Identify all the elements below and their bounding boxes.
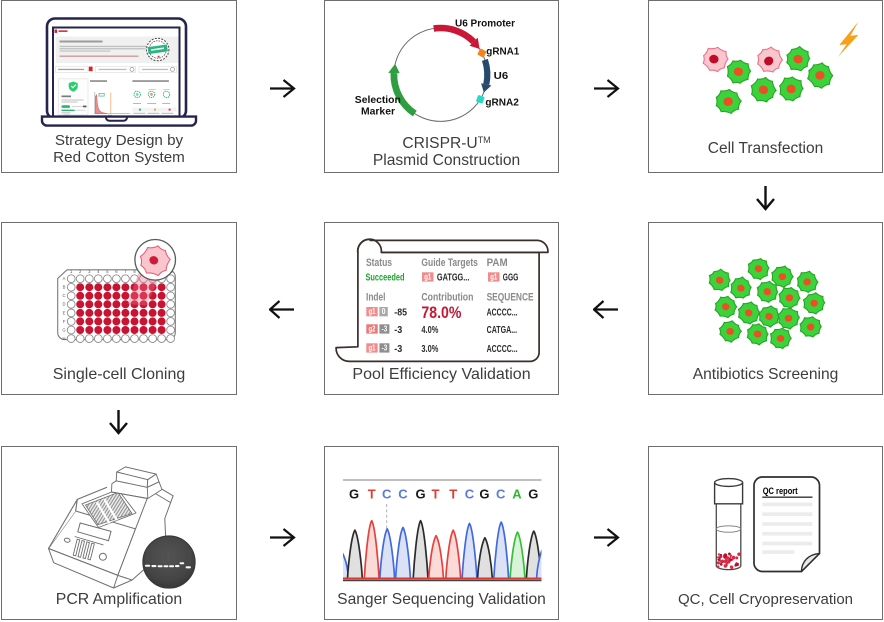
svg-text:0: 0: [382, 307, 386, 316]
svg-text:E: E: [63, 310, 66, 315]
svg-text:GGG: GGG: [503, 273, 519, 284]
svg-text:CATGA...: CATGA...: [487, 325, 518, 336]
svg-text:2: 2: [79, 269, 82, 274]
svg-text:T: T: [449, 487, 457, 502]
svg-text:Indel: Indel: [366, 292, 386, 304]
svg-text:1: 1: [70, 269, 73, 274]
svg-text:Succeeded: Succeeded: [366, 271, 405, 283]
svg-text:g1: g1: [490, 272, 497, 281]
svg-text:G: G: [349, 487, 359, 502]
svg-text:g1: g1: [424, 272, 431, 281]
svg-text:G: G: [416, 487, 426, 502]
svg-text:T: T: [432, 487, 440, 502]
svg-text:ACCCC...: ACCCC...: [487, 344, 518, 355]
svg-text:Guide Targets: Guide Targets: [421, 257, 478, 269]
svg-text:4: 4: [97, 269, 100, 274]
svg-text:H: H: [62, 336, 65, 341]
svg-text:5: 5: [106, 269, 109, 274]
svg-text:G: G: [528, 487, 538, 502]
svg-text:-3: -3: [394, 344, 402, 355]
svg-text:3: 3: [88, 269, 91, 274]
svg-text:Marker: Marker: [361, 105, 395, 117]
svg-text:C: C: [398, 487, 408, 502]
svg-text:-3: -3: [382, 343, 388, 352]
svg-text:Selection: Selection: [355, 94, 401, 106]
svg-text:4.0%: 4.0%: [421, 325, 438, 336]
svg-text:U6 Promoter: U6 Promoter: [455, 17, 515, 29]
svg-text:C: C: [382, 487, 392, 502]
svg-text:g1: g1: [369, 307, 376, 316]
svg-text:C: C: [62, 293, 65, 298]
svg-text:78.0%: 78.0%: [421, 303, 461, 322]
svg-text:U6: U6: [494, 70, 509, 82]
svg-text:A: A: [512, 487, 522, 502]
svg-text:6: 6: [115, 269, 118, 274]
svg-text:7: 7: [124, 269, 127, 274]
svg-text:3.0%: 3.0%: [421, 344, 438, 355]
svg-text:g1: g1: [369, 343, 376, 352]
svg-text:G: G: [62, 327, 65, 332]
svg-text:B: B: [63, 285, 66, 290]
svg-text:Contribution: Contribution: [421, 292, 473, 304]
svg-text:-3: -3: [394, 325, 402, 336]
svg-text:D: D: [62, 302, 65, 307]
svg-text:QC report: QC report: [763, 486, 799, 497]
svg-text:C: C: [465, 487, 475, 502]
svg-text:A: A: [63, 276, 66, 281]
svg-text:G: G: [479, 487, 489, 502]
svg-text:SEQUENCE: SEQUENCE: [487, 292, 534, 304]
svg-text:gRNA1: gRNA1: [486, 46, 519, 58]
svg-text:g2: g2: [369, 324, 376, 333]
svg-text:-85: -85: [394, 308, 407, 319]
svg-text:-3: -3: [382, 324, 388, 333]
svg-text:ACCCC...: ACCCC...: [487, 308, 518, 319]
svg-text:gRNA2: gRNA2: [485, 96, 519, 108]
svg-text:T: T: [368, 487, 376, 502]
svg-text:C: C: [496, 487, 506, 502]
svg-text:8: 8: [133, 269, 136, 274]
svg-text:PAM: PAM: [487, 257, 508, 269]
svg-text:Status: Status: [366, 257, 392, 269]
svg-text:GATGG...: GATGG...: [437, 273, 470, 284]
svg-text:F: F: [63, 319, 66, 324]
